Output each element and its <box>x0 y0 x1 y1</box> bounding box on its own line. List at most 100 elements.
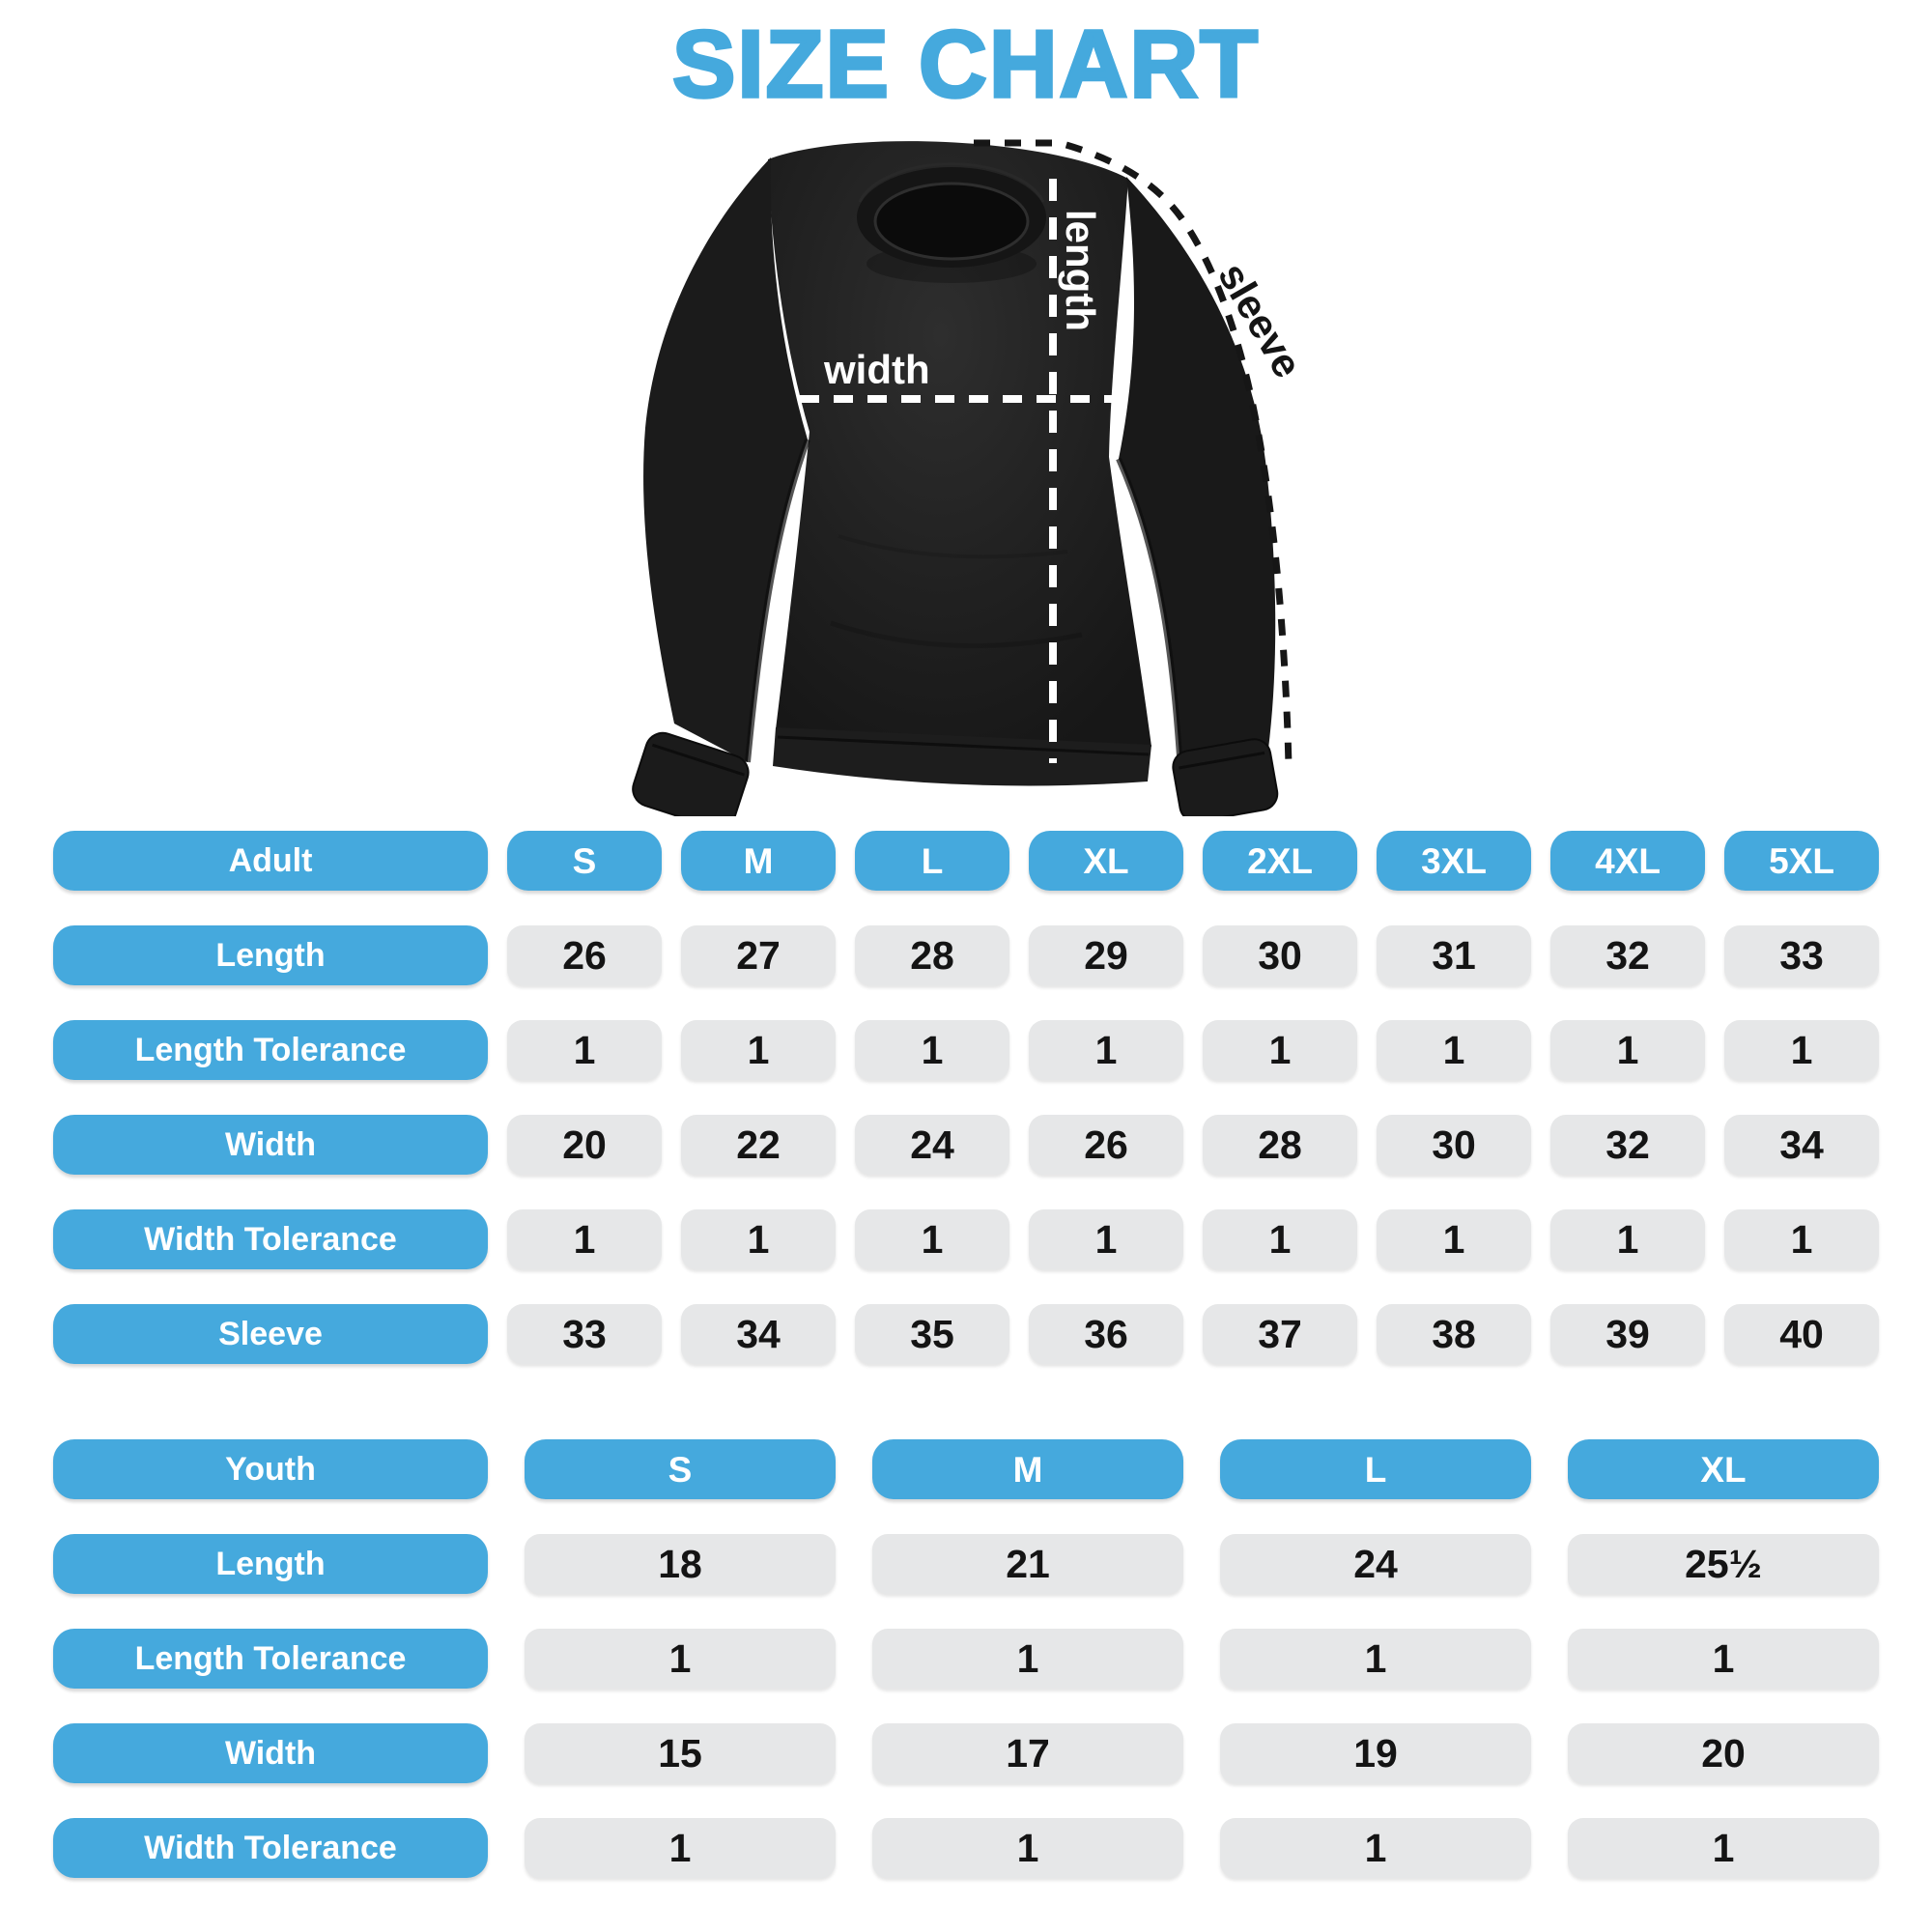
youth-size-header: L <box>1220 1439 1531 1499</box>
adult-size-header: M <box>681 831 836 891</box>
sweatshirt-illustration: width length sleeve <box>632 139 1311 816</box>
youth-row-label: Width <box>53 1723 488 1783</box>
adult-value-cell: 28 <box>1203 1115 1357 1175</box>
youth-header-label: Youth <box>53 1439 488 1499</box>
youth-value-cell: 25½ <box>1568 1534 1879 1594</box>
adult-value-cell: 1 <box>1203 1020 1357 1080</box>
youth-value-cell: 1 <box>525 1818 836 1878</box>
width-label: width <box>823 347 930 392</box>
sweatshirt-left-sleeve <box>643 157 808 762</box>
adult-value-cell: 38 <box>1377 1304 1531 1364</box>
adult-value-cell: 27 <box>681 925 836 985</box>
adult-value-cell: 36 <box>1029 1304 1183 1364</box>
adult-value-cell: 32 <box>1550 925 1705 985</box>
adult-value-cell: 1 <box>681 1209 836 1269</box>
adult-value-cell: 40 <box>1724 1304 1879 1364</box>
adult-value-cell: 20 <box>507 1115 662 1175</box>
waistband-seam <box>777 735 1150 756</box>
youth-value-cell: 1 <box>1568 1818 1879 1878</box>
adult-value-cell: 1 <box>1550 1209 1705 1269</box>
collar-inner <box>875 184 1028 259</box>
sleeve-dashed-line <box>974 139 1293 767</box>
adult-size-header: 2XL <box>1203 831 1357 891</box>
youth-value-cell: 1 <box>872 1629 1183 1689</box>
youth-row-label: Length Tolerance <box>53 1629 488 1689</box>
youth-value-cell: 1 <box>1568 1629 1879 1689</box>
adult-value-cell: 31 <box>1377 925 1531 985</box>
adult-value-cell: 1 <box>507 1020 662 1080</box>
youth-value-cell: 21 <box>872 1534 1183 1594</box>
youth-size-table: Youth S M L XL Length 18 21 24 25½ Lengt… <box>53 1439 1879 1878</box>
sweatshirt-right-sleeve <box>1119 177 1276 785</box>
adult-value-cell: 26 <box>1029 1115 1183 1175</box>
youth-size-header: S <box>525 1439 836 1499</box>
youth-value-cell: 20 <box>1568 1723 1879 1783</box>
adult-value-cell: 33 <box>1724 925 1879 985</box>
adult-size-table: Adult S M L XL 2XL 3XL 4XL 5XL Length 26… <box>53 831 1879 1364</box>
left-sleeve-seam <box>745 438 810 763</box>
sweatshirt-body <box>768 141 1151 747</box>
adult-value-cell: 1 <box>507 1209 662 1269</box>
adult-value-cell: 1 <box>1377 1209 1531 1269</box>
left-cuff <box>632 731 750 816</box>
adult-size-header: L <box>855 831 1009 891</box>
adult-row-label: Sleeve <box>53 1304 488 1364</box>
adult-row-label: Length <box>53 925 488 985</box>
adult-value-cell: 39 <box>1550 1304 1705 1364</box>
adult-value-cell: 37 <box>1203 1304 1357 1364</box>
youth-value-cell: 1 <box>1220 1629 1531 1689</box>
adult-value-cell: 1 <box>1029 1209 1183 1269</box>
collar-rim-highlight <box>858 162 1045 203</box>
adult-value-cell: 32 <box>1550 1115 1705 1175</box>
youth-size-header: M <box>872 1439 1183 1499</box>
length-label: length <box>1058 210 1103 331</box>
wrinkle <box>838 534 1068 559</box>
adult-size-header: 5XL <box>1724 831 1879 891</box>
youth-value-cell: 19 <box>1220 1723 1531 1783</box>
adult-value-cell: 24 <box>855 1115 1009 1175</box>
collar-inner-rim <box>873 182 1030 261</box>
adult-value-cell: 1 <box>1029 1020 1183 1080</box>
right-sleeve-seam <box>1116 457 1184 786</box>
youth-row-label: Width Tolerance <box>53 1818 488 1878</box>
adult-value-cell: 1 <box>855 1020 1009 1080</box>
youth-row-label: Length <box>53 1534 488 1594</box>
adult-value-cell: 30 <box>1377 1115 1531 1175</box>
adult-value-cell: 1 <box>1724 1209 1879 1269</box>
youth-value-cell: 1 <box>872 1818 1183 1878</box>
youth-value-cell: 24 <box>1220 1534 1531 1594</box>
adult-value-cell: 1 <box>1550 1020 1705 1080</box>
youth-value-cell: 1 <box>525 1629 836 1689</box>
adult-value-cell: 34 <box>681 1304 836 1364</box>
adult-value-cell: 26 <box>507 925 662 985</box>
youth-size-header: XL <box>1568 1439 1879 1499</box>
youth-value-cell: 1 <box>1220 1818 1531 1878</box>
youth-value-cell: 15 <box>525 1723 836 1783</box>
adult-value-cell: 35 <box>855 1304 1009 1364</box>
adult-value-cell: 1 <box>681 1020 836 1080</box>
adult-value-cell: 1 <box>855 1209 1009 1269</box>
adult-value-cell: 22 <box>681 1115 836 1175</box>
adult-value-cell: 1 <box>1377 1020 1531 1080</box>
adult-size-header: 4XL <box>1550 831 1705 891</box>
right-cuff <box>1172 738 1279 816</box>
page-title: SIZE CHART <box>670 9 1260 119</box>
adult-value-cell: 1 <box>1203 1209 1357 1269</box>
adult-row-label: Length Tolerance <box>53 1020 488 1080</box>
adult-header-label: Adult <box>53 831 488 891</box>
adult-row-label: Width Tolerance <box>53 1209 488 1269</box>
adult-value-cell: 1 <box>1724 1020 1879 1080</box>
adult-value-cell: 30 <box>1203 925 1357 985</box>
adult-row-label: Width <box>53 1115 488 1175</box>
adult-value-cell: 29 <box>1029 925 1183 985</box>
wrinkle <box>830 620 1083 649</box>
adult-value-cell: 33 <box>507 1304 662 1364</box>
youth-value-cell: 17 <box>872 1723 1183 1783</box>
youth-value-cell: 18 <box>525 1534 836 1594</box>
adult-size-header: S <box>507 831 662 891</box>
adult-value-cell: 28 <box>855 925 1009 985</box>
adult-value-cell: 34 <box>1724 1115 1879 1175</box>
adult-size-header: 3XL <box>1377 831 1531 891</box>
sweatshirt-diagram: width length sleeve <box>541 121 1314 816</box>
